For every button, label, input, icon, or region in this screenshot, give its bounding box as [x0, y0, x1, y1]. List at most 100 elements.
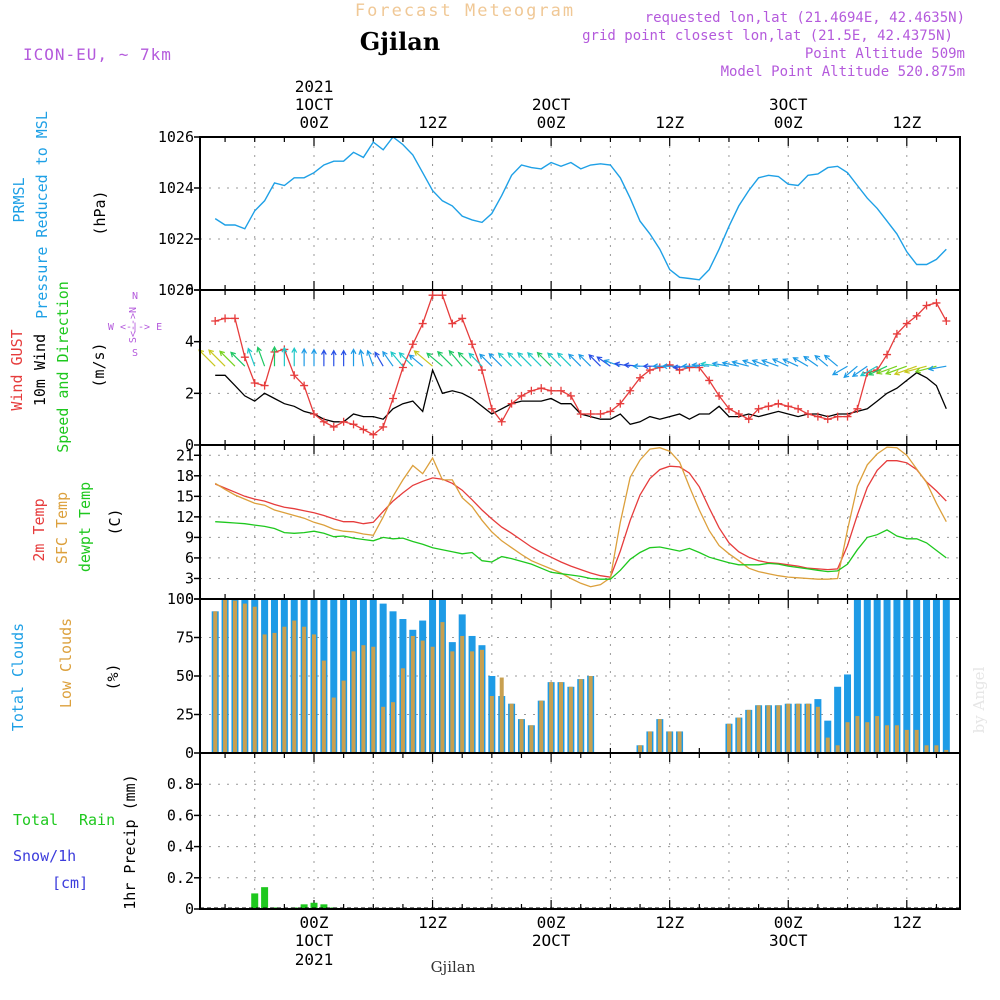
- wind-arrow: [301, 347, 308, 367]
- low-cloud-bar: [460, 635, 465, 753]
- wind-arrow: [782, 358, 799, 367]
- wind-arrow: [613, 361, 631, 368]
- wind-arrow: [596, 356, 611, 367]
- total-cloud-bar: [340, 599, 348, 753]
- gust-marker: [705, 376, 714, 385]
- wind-arrow: [246, 347, 256, 367]
- total-cloud-bar: [844, 674, 852, 753]
- low-cloud-bar: [726, 723, 731, 753]
- low-cloud-bar: [835, 745, 840, 753]
- low-cloud-bar: [667, 731, 672, 753]
- total-cloud-bar: [330, 599, 338, 753]
- precip-rain-label: Rain: [79, 811, 115, 829]
- low-cloud-bar: [499, 677, 504, 753]
- low-cloud-bar: [875, 716, 880, 753]
- wind-arrow: [350, 348, 357, 367]
- total-cloud-bar: [379, 603, 387, 753]
- point-altitude: Point Altitude 509m: [805, 46, 965, 62]
- rain-bar: [310, 902, 318, 909]
- gust-marker: [547, 386, 556, 395]
- y-tick-label: 0.8: [167, 775, 194, 793]
- low-cloud-bar: [657, 719, 662, 753]
- low-cloud-bar: [341, 680, 346, 753]
- gust-marker: [398, 363, 407, 372]
- subtitle: Forecast Meteogram: [355, 1, 575, 21]
- low-cloud-bar: [756, 705, 761, 753]
- precip-labels: Total Rain Snow/1h [cm] 1hr Precip (mm): [13, 774, 139, 909]
- y-tick-label: 0.2: [167, 869, 194, 887]
- wind-arrow: [681, 363, 700, 370]
- bottom-hour-label: 12Z: [418, 913, 447, 932]
- low-cloud-bar: [381, 706, 386, 753]
- pressure-unit: (hPa): [91, 190, 109, 235]
- gust-marker: [794, 404, 803, 413]
- low-cloud-bar: [272, 632, 277, 753]
- gust-marker: [507, 399, 516, 408]
- low-cloud-bar: [391, 702, 396, 753]
- temp-sfc-label: SFC Temp: [53, 492, 71, 564]
- low-cloud-bar: [519, 719, 524, 753]
- low-cloud-bar: [223, 599, 228, 753]
- gust-marker: [369, 430, 378, 439]
- rain-bar: [300, 904, 308, 909]
- gust-marker: [290, 371, 299, 380]
- gust-marker: [892, 329, 901, 338]
- wind-arrow: [567, 353, 582, 367]
- gust-marker: [458, 314, 467, 323]
- gust-marker: [339, 417, 348, 426]
- wind-arrow: [831, 365, 848, 376]
- bottom-hour-label: 12Z: [892, 913, 921, 932]
- total-cloud-bar: [903, 599, 911, 753]
- panel-0: 1020 1022 1024 1026: [158, 128, 960, 299]
- low-cloud-bar: [529, 725, 534, 753]
- wind-arrow: [497, 352, 513, 367]
- top-hour-label: 12Z: [892, 113, 921, 132]
- wind-arrow: [851, 365, 868, 378]
- low-cloud-bar: [904, 729, 909, 753]
- low-cloud-bar: [262, 634, 267, 753]
- temp-dewpt-label: dewpt Temp: [76, 482, 94, 572]
- y-tick-label: 12: [176, 508, 194, 526]
- low-cloud-bar: [934, 745, 939, 753]
- pressure-label-2: Pressure Reduced to MSL: [33, 111, 51, 319]
- gust-marker: [626, 386, 635, 395]
- low-cloud-bar: [351, 651, 356, 753]
- bottom-date-label: 2OCT: [532, 931, 571, 950]
- gust-marker: [942, 317, 951, 325]
- wind-arrow: [358, 348, 365, 367]
- top-hour-label: 00Z: [774, 113, 803, 132]
- low-cloud-bar: [865, 722, 870, 753]
- y-tick-label: 1024: [158, 179, 194, 197]
- low-cloud-bar: [242, 603, 247, 753]
- total-cloud-bar: [942, 599, 950, 753]
- wind-arrow: [382, 350, 394, 367]
- low-cloud-bar: [924, 745, 929, 753]
- low-cloud-bar: [410, 635, 415, 753]
- gust-marker: [359, 425, 368, 434]
- wind-arrow: [527, 352, 542, 367]
- gust-marker: [517, 391, 526, 400]
- gust-marker: [428, 291, 437, 300]
- gust-marker: [418, 319, 427, 328]
- grid-point-coords: grid point closest lon,lat (21.5E, 42.43…: [582, 28, 953, 44]
- wind-arrow: [761, 358, 779, 367]
- gust-marker: [576, 410, 585, 418]
- low-clouds-label: Low Clouds: [57, 618, 75, 708]
- wind-10m-label: 10m Wind: [31, 334, 49, 406]
- y-tick-label: 15: [176, 487, 194, 505]
- gust-marker: [468, 340, 477, 349]
- wind-arrow: [876, 365, 898, 375]
- y-tick-label: 75: [176, 629, 194, 647]
- low-cloud-bar: [845, 722, 850, 753]
- precip-unit: 1hr Precip (mm): [121, 774, 139, 909]
- wind-arrow: [843, 365, 858, 379]
- low-cloud-bar: [302, 626, 307, 753]
- wind-labels: Wind GUST 10m Wind Speed and Direction (…: [8, 281, 162, 453]
- gust-marker: [813, 412, 822, 421]
- temp-dewpt-line: [215, 521, 947, 580]
- precip-snow-unit: [cm]: [52, 874, 88, 892]
- wind-arrow: [366, 349, 374, 367]
- temp-unit: (C): [106, 508, 124, 535]
- model-name: ICON-EU, ~ 7km: [23, 45, 172, 64]
- low-cloud-bar: [400, 668, 405, 753]
